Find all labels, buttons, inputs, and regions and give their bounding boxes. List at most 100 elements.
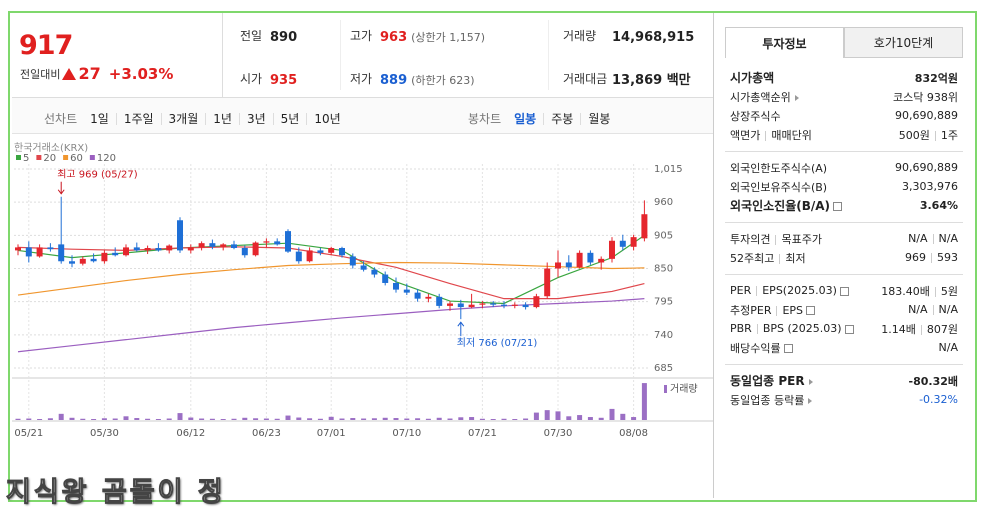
arrow-icon <box>808 397 813 404</box>
info-icon[interactable] <box>844 324 854 334</box>
period-tab[interactable]: 1년 <box>205 112 239 125</box>
x-tick-label: 07/21 <box>468 428 497 439</box>
candle-body <box>285 231 291 252</box>
value-part: 90,690,889 <box>895 109 958 122</box>
info-icon[interactable] <box>833 202 843 211</box>
candle-body <box>479 303 486 305</box>
info-group: 동일업종 PER -80.32배 동일업종 등락률 -0.32% <box>725 364 963 413</box>
info-label: PER EPS(2025.03) <box>730 284 849 297</box>
volume-bar <box>123 416 129 420</box>
info-icon[interactable] <box>783 344 793 353</box>
x-tick-label: 06/12 <box>176 428 205 439</box>
x-tick-label: 07/10 <box>392 428 421 439</box>
volume-bar <box>80 418 86 420</box>
stat-value: 889 (하한가 623) <box>380 69 475 88</box>
candle-body <box>587 252 594 263</box>
value-part: 1.14배 <box>881 322 916 336</box>
candle-body <box>511 304 518 306</box>
x-tick-label: 06/23 <box>252 428 281 439</box>
period-tab[interactable]: 3개월 <box>160 112 206 125</box>
volume-bar <box>490 419 496 420</box>
volume-bar <box>231 418 237 420</box>
value-part: 5원 <box>940 284 958 298</box>
info-row: 상장주식수 90,690,889 <box>730 106 958 125</box>
candle-body <box>166 245 173 251</box>
candle-body <box>90 258 97 262</box>
y-tick-label: 850 <box>654 264 673 275</box>
sidebar-tab[interactable]: 투자정보 <box>725 27 844 58</box>
stat-number: 13,869 백만 <box>612 73 691 88</box>
sidebar-tabs: 투자정보 호가10단계 <box>725 27 963 58</box>
candle-body <box>501 304 507 306</box>
candle-body <box>133 247 140 251</box>
volume-bar <box>188 417 194 420</box>
stat-number: 890 <box>270 30 298 45</box>
value-part: 832억원 <box>914 71 958 85</box>
label-part: PBR <box>730 322 752 335</box>
candle-body <box>241 247 248 256</box>
label-part: 액면가 <box>730 128 761 142</box>
legend-label: 20 <box>43 153 56 164</box>
volume-bar <box>145 418 151 420</box>
volume-bar <box>328 416 334 420</box>
separator <box>934 130 936 141</box>
info-label: 시가총액순위 <box>730 89 799 105</box>
candle-tab[interactable]: 일봉 <box>514 111 537 126</box>
candle-body <box>69 261 75 264</box>
separator <box>775 234 777 245</box>
stat-value: 890 <box>270 26 297 45</box>
volume-bar <box>296 417 302 420</box>
period-tab[interactable]: 3년 <box>238 112 273 125</box>
period-tab[interactable]: 10년 <box>306 112 347 125</box>
volume-bar <box>47 418 53 420</box>
candle-body <box>339 247 345 256</box>
info-label: 동일업종 PER <box>730 372 813 389</box>
change-label: 전일대비 <box>20 67 61 81</box>
candle-tab[interactable]: 주봉 <box>543 112 580 125</box>
info-label: 52주최고 최저 <box>730 250 806 266</box>
volume-bar <box>112 418 118 420</box>
value-part: 3,303,976 <box>902 180 958 193</box>
candle-body <box>544 268 551 297</box>
y-tick-label: 795 <box>654 297 673 308</box>
info-row: PER EPS(2025.03) 183.40배 5원 <box>730 281 958 300</box>
candle-tab[interactable]: 월봉 <box>580 112 617 125</box>
volume-bar <box>209 418 215 420</box>
info-value: -80.32배 <box>909 373 958 389</box>
legend-swatch <box>36 155 42 160</box>
candle-body <box>598 258 605 263</box>
change-row: 전일대비 27 +3.03% <box>20 64 173 83</box>
stat-value: 14,968,915 <box>612 26 694 45</box>
period-tab[interactable]: 5년 <box>272 112 307 125</box>
legend-swatch <box>89 155 95 160</box>
sidebar-tab[interactable]: 호가10단계 <box>844 27 963 58</box>
value-part: 183.40배 <box>881 284 930 298</box>
label-part: 목표주가 <box>781 232 822 246</box>
info-icon[interactable] <box>839 286 849 296</box>
volume-bar <box>469 417 475 420</box>
volume-bar <box>598 417 604 420</box>
volume-bar <box>37 419 43 420</box>
info-icon[interactable] <box>806 306 816 315</box>
candle-body <box>47 247 54 250</box>
legend-swatch <box>16 155 21 160</box>
line-tabs: 선차트 1일 1주일 3개월 1년 3년 5년 10년 <box>44 110 348 127</box>
info-value: N/A N/A <box>908 232 958 245</box>
volume-bar <box>339 418 345 420</box>
stat-value: 13,869 백만 <box>612 69 691 88</box>
volume-bar <box>566 416 572 420</box>
info-row: 배당수익률 N/A <box>730 338 958 357</box>
period-tab[interactable]: 1일 <box>90 111 109 126</box>
tabs-bg <box>12 98 713 133</box>
info-group: PER EPS(2025.03) 183.40배 5원 추정PER EPS N/A N/A PB… <box>725 274 963 361</box>
volume-bar <box>199 418 205 420</box>
volume-bar <box>641 383 647 420</box>
candle-body <box>101 252 108 262</box>
candle-body <box>79 258 86 264</box>
period-tab[interactable]: 1주일 <box>115 112 161 125</box>
info-value: 1.14배 807원 <box>881 321 958 337</box>
frame <box>8 11 977 502</box>
stat-number: 889 <box>380 73 408 88</box>
x-tick-label: 05/21 <box>14 428 43 439</box>
